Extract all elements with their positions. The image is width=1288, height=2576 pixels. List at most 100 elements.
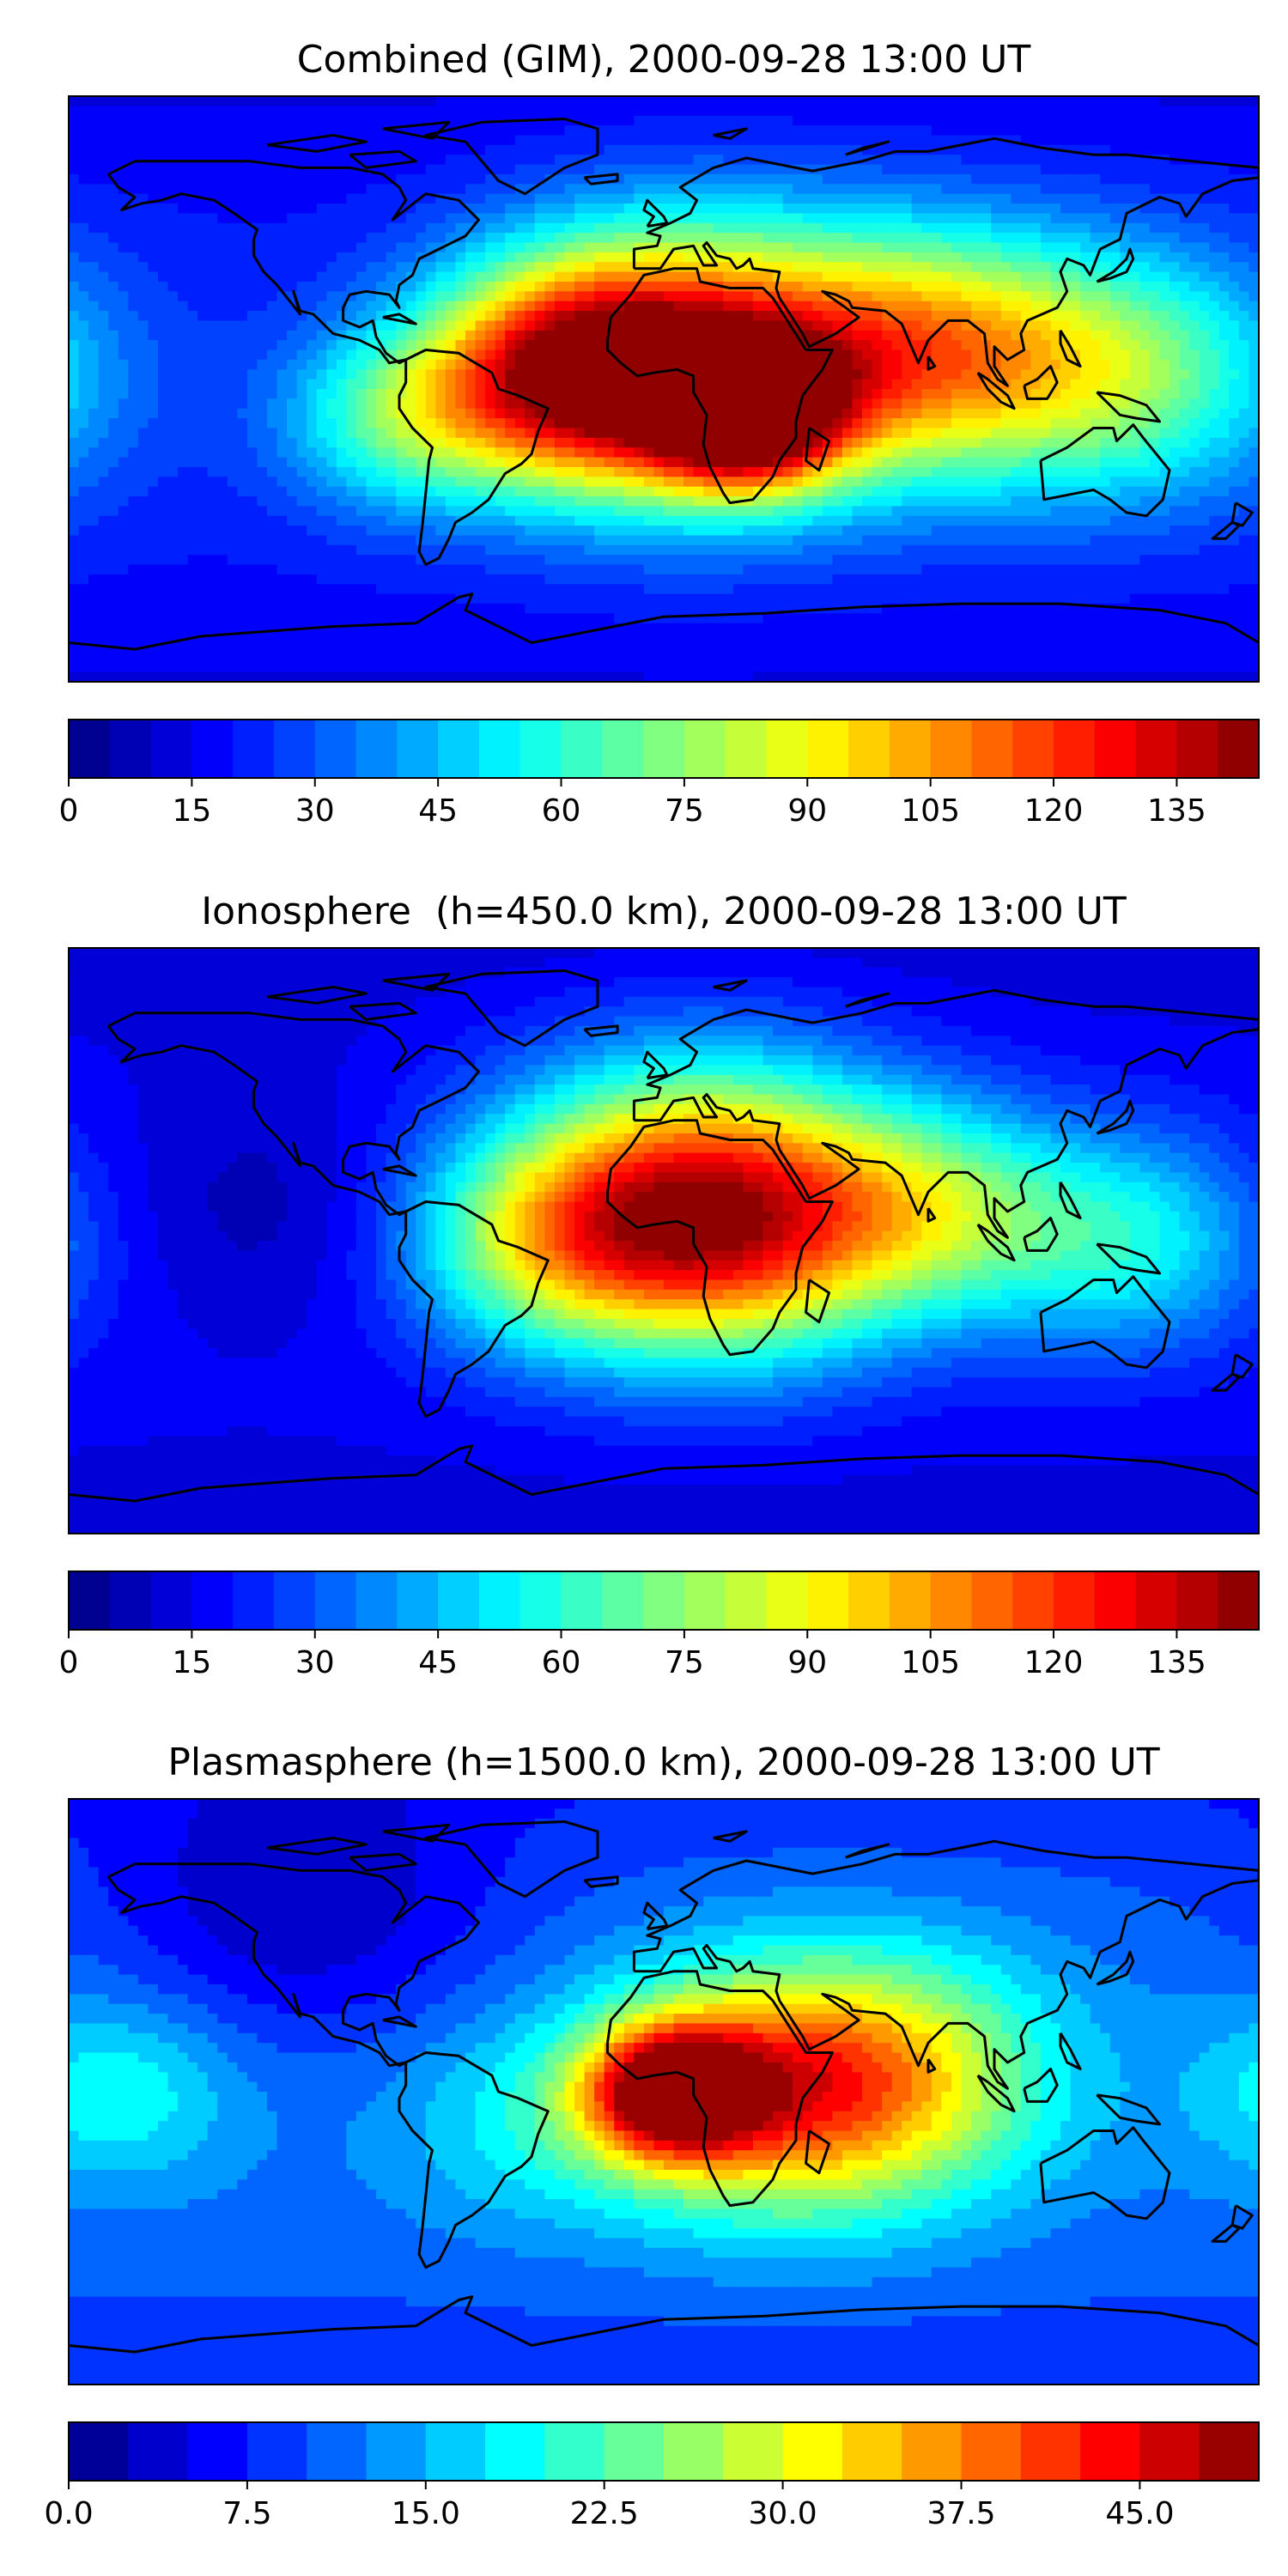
heatmap-cell (69, 164, 80, 175)
heatmap-cell (1249, 213, 1259, 224)
heatmap-cell (773, 222, 784, 234)
heatmap-cell (802, 125, 813, 137)
heatmap-cell (832, 418, 843, 429)
heatmap-cell (1229, 213, 1240, 224)
heatmap-cell (267, 349, 278, 361)
heatmap-cell (78, 291, 89, 302)
heatmap-cell (1050, 184, 1061, 195)
heatmap-cell (1050, 193, 1061, 204)
heatmap-cell (703, 369, 714, 380)
heatmap-cell (416, 281, 427, 292)
heatmap-cell (128, 496, 139, 507)
heatmap-cell (673, 301, 684, 312)
heatmap-cell (525, 486, 536, 497)
heatmap-cell (207, 379, 218, 390)
heatmap-cell (1159, 408, 1170, 419)
heatmap-cell (743, 204, 754, 214)
heatmap-cell (1199, 144, 1210, 155)
heatmap-cell (276, 204, 288, 214)
heatmap-cell (1170, 204, 1181, 214)
heatmap-cell (793, 486, 804, 497)
heatmap-cell (1249, 144, 1259, 155)
heatmap-cell (78, 496, 89, 507)
heatmap-cell (921, 281, 933, 292)
heatmap-cell (1159, 301, 1170, 312)
heatmap-cell (1100, 340, 1111, 351)
heatmap-cell (732, 252, 744, 263)
heatmap-cell (1238, 213, 1250, 224)
heatmap-cell (872, 418, 883, 429)
heatmap-cell (1209, 135, 1220, 146)
heatmap-cell (634, 193, 645, 204)
heatmap-cell (148, 418, 159, 429)
heatmap-cell (505, 340, 516, 351)
heatmap-cell (296, 271, 307, 283)
heatmap-cell (366, 164, 377, 175)
heatmap-cell (554, 184, 566, 195)
heatmap-cell (1100, 369, 1111, 380)
heatmap-cell (1011, 204, 1022, 214)
heatmap-cell (157, 204, 169, 214)
heatmap-cell (405, 418, 416, 429)
heatmap-cell (1070, 106, 1081, 117)
heatmap-cell (514, 271, 526, 283)
heatmap-cell (732, 311, 744, 322)
heatmap-cell (525, 457, 536, 468)
heatmap-cell (326, 233, 337, 244)
heatmap-cell (435, 379, 447, 390)
heatmap-cell (1159, 281, 1170, 292)
heatmap-cell (465, 115, 477, 126)
heatmap-cell (544, 135, 556, 146)
heatmap-cell (118, 437, 129, 448)
heatmap-cell (1159, 125, 1170, 137)
heatmap-cell (316, 301, 327, 312)
heatmap-cell (1090, 164, 1101, 175)
heatmap-cell (634, 486, 645, 497)
heatmap-cell (78, 222, 89, 234)
heatmap-cell (1189, 144, 1200, 155)
heatmap-cell (1238, 418, 1250, 429)
heatmap-cell (465, 466, 477, 477)
heatmap-cell (178, 389, 189, 399)
heatmap-cell (564, 193, 575, 204)
heatmap-cell (743, 437, 754, 448)
heatmap-cell (773, 213, 784, 224)
heatmap-cell (396, 301, 407, 312)
heatmap-cell (287, 320, 298, 331)
heatmap-cell (217, 125, 228, 137)
heatmap-cell (941, 340, 952, 351)
heatmap-cell (416, 369, 427, 380)
heatmap-cell (1189, 369, 1200, 380)
heatmap-cell (287, 193, 298, 204)
heatmap-cell (445, 457, 457, 468)
heatmap-cell (485, 418, 496, 429)
heatmap-cell (752, 340, 764, 351)
heatmap-cell (287, 418, 298, 429)
heatmap-cell (902, 428, 913, 439)
heatmap-cell (396, 173, 407, 185)
heatmap-cell (1249, 349, 1259, 361)
heatmap-cell (584, 320, 595, 331)
heatmap-cell (941, 252, 952, 263)
heatmap-cell (921, 106, 933, 117)
heatmap-cell (445, 233, 457, 244)
heatmap-cell (1209, 398, 1220, 410)
heatmap-cell (971, 96, 982, 106)
heatmap-cell (128, 379, 139, 390)
heatmap-cell (386, 281, 397, 292)
heatmap-cell (465, 418, 477, 429)
heatmap-cell (852, 330, 863, 341)
heatmap-cell (1209, 477, 1220, 488)
heatmap-cell (852, 398, 863, 410)
heatmap-cell (1129, 369, 1140, 380)
heatmap-cell (882, 184, 893, 195)
heatmap-cell (872, 389, 883, 399)
heatmap-cell (355, 252, 368, 263)
heatmap-cell (941, 155, 952, 166)
heatmap-cell (623, 204, 635, 214)
heatmap-cell (1209, 204, 1220, 214)
heatmap-cell (872, 340, 883, 351)
heatmap-cell (246, 271, 258, 283)
heatmap-cell (276, 379, 288, 390)
heatmap-cell (505, 291, 516, 302)
